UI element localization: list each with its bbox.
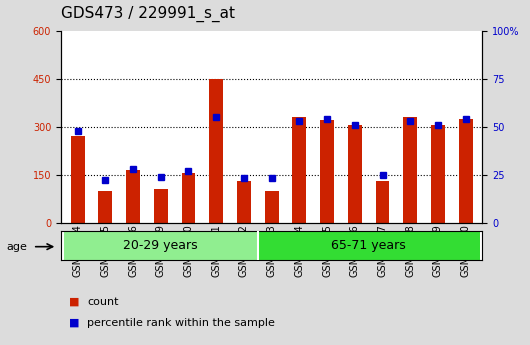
Text: ■: ■	[69, 297, 80, 307]
Bar	[348, 125, 361, 223]
Bar	[320, 120, 334, 223]
Bar	[70, 136, 84, 223]
Bar	[376, 181, 390, 223]
Text: percentile rank within the sample: percentile rank within the sample	[87, 318, 275, 327]
Bar	[264, 190, 279, 223]
Bar	[99, 190, 112, 223]
Bar	[209, 79, 223, 223]
Bar	[64, 231, 258, 260]
Bar	[431, 125, 445, 223]
Bar	[237, 181, 251, 223]
Text: 20-29 years: 20-29 years	[123, 239, 198, 252]
Text: 65-71 years: 65-71 years	[331, 239, 406, 252]
Bar	[293, 117, 306, 223]
Text: ■: ■	[69, 318, 80, 327]
Text: count: count	[87, 297, 119, 307]
Bar	[182, 173, 196, 223]
Bar	[126, 170, 140, 223]
Text: GDS473 / 229991_s_at: GDS473 / 229991_s_at	[61, 6, 235, 22]
Text: age: age	[6, 242, 27, 252]
Bar	[403, 117, 417, 223]
Bar	[258, 231, 480, 260]
Bar	[154, 189, 167, 223]
Bar	[459, 119, 473, 223]
